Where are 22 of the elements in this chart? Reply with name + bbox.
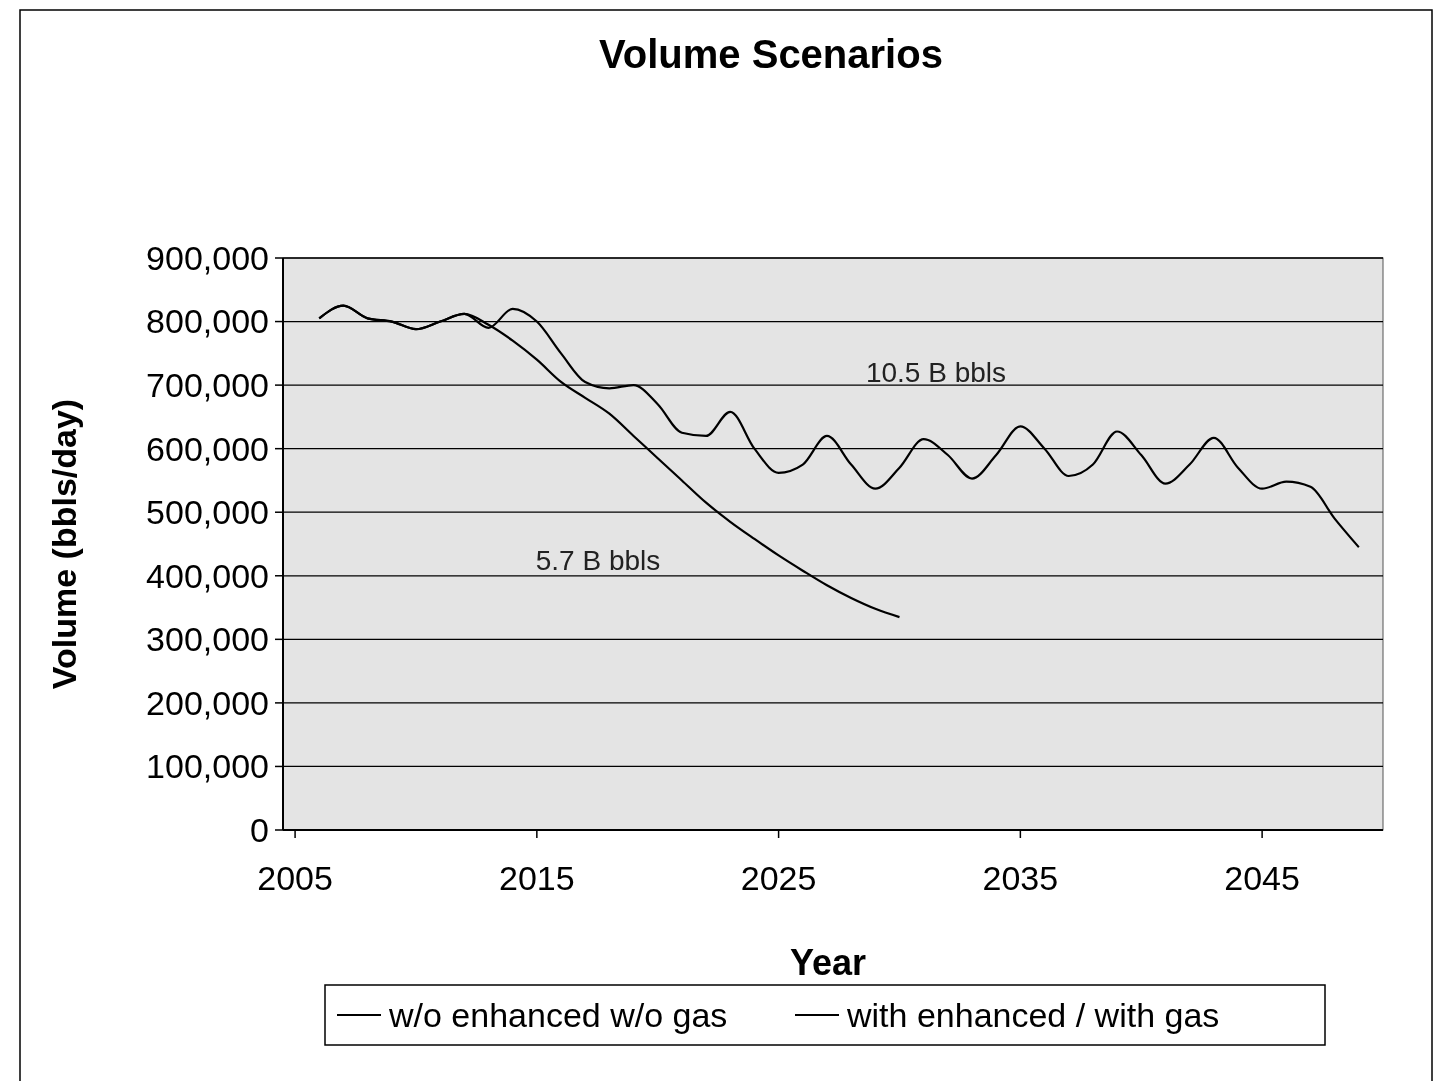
y-tick-label: 200,000 <box>146 683 269 722</box>
legend-label: with enhanced / with gas <box>846 995 1220 1034</box>
x-tick-label: 2025 <box>740 859 817 897</box>
x-tick-label: 2015 <box>499 859 575 897</box>
y-tick-label: 600,000 <box>146 429 269 468</box>
y-axis-title: Volume (bbls/day) <box>45 398 83 690</box>
y-tick-label: 500,000 <box>146 493 269 532</box>
y-tick-label: 0 <box>250 810 269 849</box>
chart-title: Volume Scenarios <box>599 32 943 76</box>
x-tick-label: 2045 <box>1224 859 1300 897</box>
annotation: 5.7 B bbls <box>535 544 661 576</box>
legend-label: w/o enhanced w/o gas <box>388 995 728 1034</box>
y-tick-label: 100,000 <box>146 747 269 786</box>
y-tick-label: 900,000 <box>146 238 269 277</box>
x-tick-label: 2035 <box>982 859 1059 897</box>
y-tick-label: 300,000 <box>146 620 269 659</box>
y-tick-label: 700,000 <box>146 366 269 405</box>
x-tick-label: 2005 <box>257 859 333 897</box>
y-tick-label: 400,000 <box>146 556 269 595</box>
annotation: 10.5 B bbls <box>865 356 1007 388</box>
x-axis-title: Year <box>789 942 867 983</box>
y-tick-label: 800,000 <box>146 302 269 341</box>
